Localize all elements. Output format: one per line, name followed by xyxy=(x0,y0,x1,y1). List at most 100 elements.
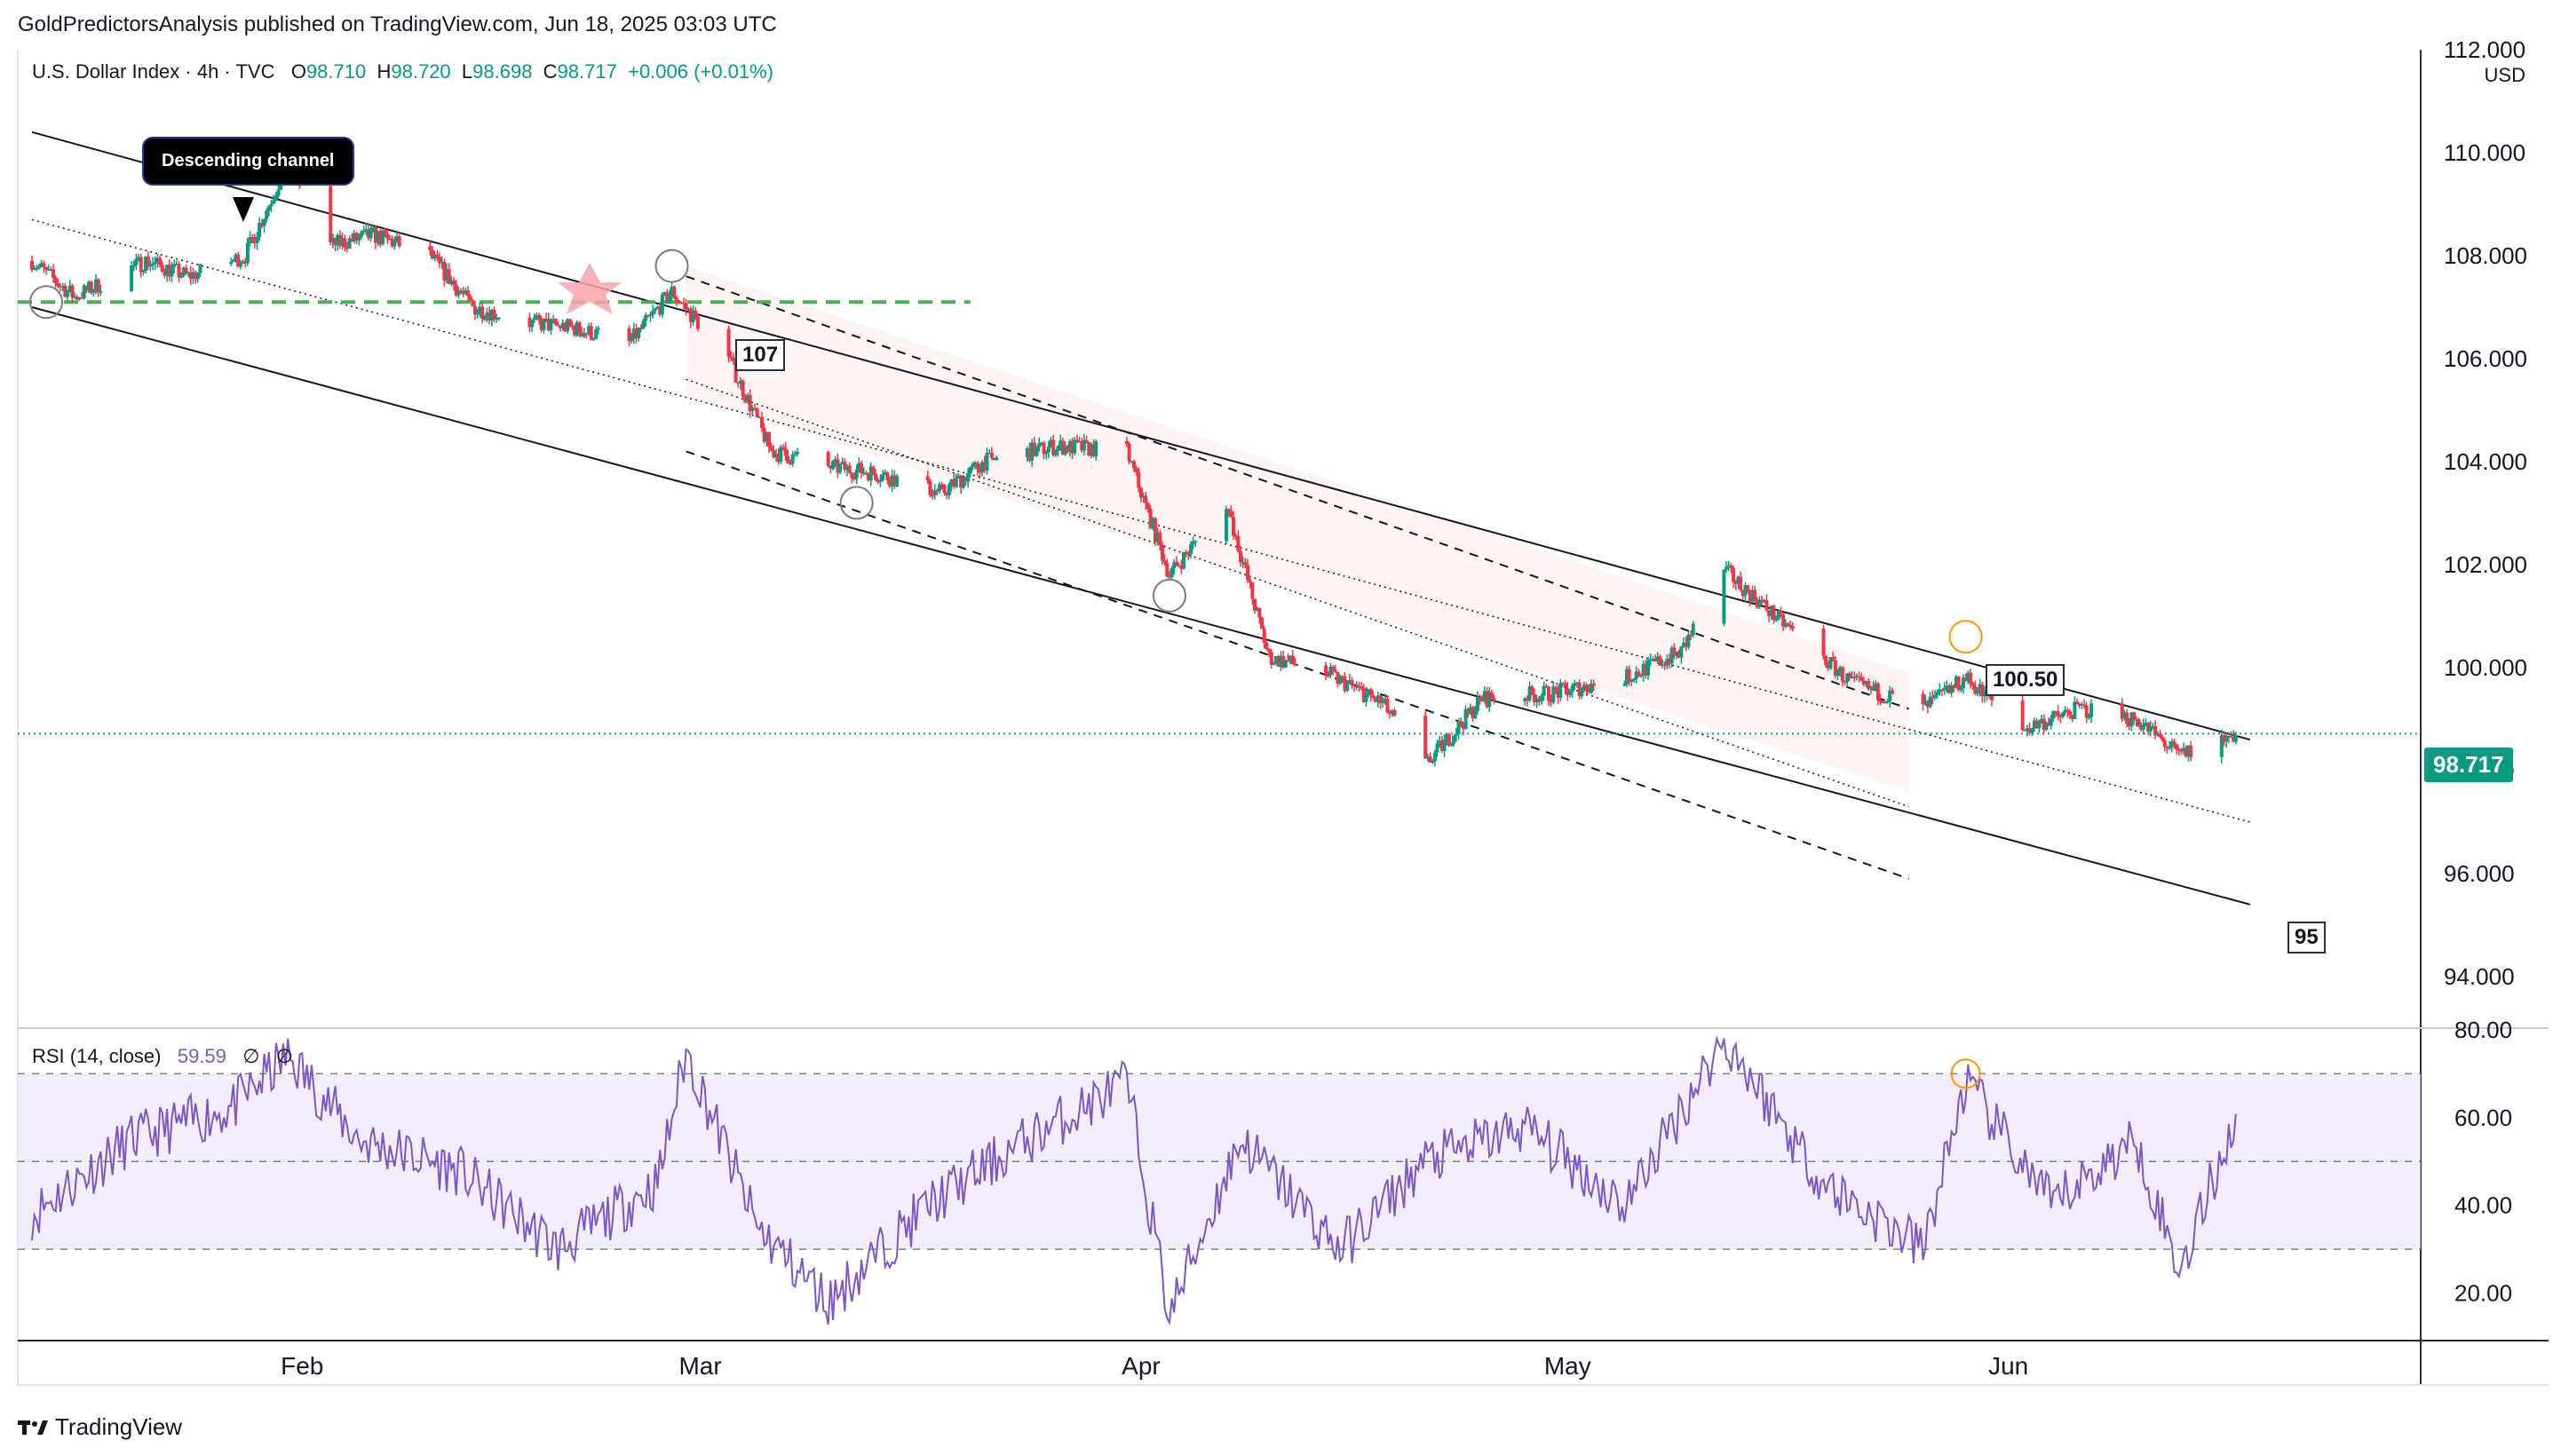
candle xyxy=(587,323,591,336)
candle xyxy=(1388,709,1392,719)
candle-body xyxy=(594,329,599,339)
candle-body xyxy=(380,230,385,245)
candle-body xyxy=(2087,716,2091,718)
candle-body xyxy=(1432,752,1437,762)
candle xyxy=(482,314,487,321)
candle-body xyxy=(779,447,783,463)
candle xyxy=(1487,686,1492,712)
candle xyxy=(925,470,930,484)
candle-body xyxy=(1574,682,1579,684)
candle-body xyxy=(1027,447,1032,461)
candle xyxy=(1492,694,1496,705)
candle xyxy=(229,257,234,266)
candle-body xyxy=(878,480,883,483)
candle-body xyxy=(46,269,51,271)
candle xyxy=(1845,673,1850,687)
level-label-100-50[interactable]: 100.50 xyxy=(1986,664,2065,696)
candle-body xyxy=(2027,728,2032,733)
candle xyxy=(694,306,698,320)
candle-body xyxy=(229,261,234,265)
candle xyxy=(1921,690,1925,711)
candle-body xyxy=(1755,600,1759,607)
candle-body xyxy=(1485,691,1489,708)
candle xyxy=(1471,706,1475,722)
candle xyxy=(1857,671,1861,683)
descending-channel-callout[interactable]: Descending channel xyxy=(142,137,354,186)
candle-body xyxy=(1130,461,1134,463)
candle xyxy=(371,224,376,233)
candle-body xyxy=(1454,733,1458,736)
candle-body xyxy=(1961,677,1965,689)
candle-body xyxy=(850,472,854,479)
candle-body xyxy=(262,218,266,226)
candle xyxy=(1928,692,1932,708)
candle-body xyxy=(482,318,487,320)
candle-body xyxy=(2175,744,2179,749)
candle-body xyxy=(658,306,662,315)
candle-body xyxy=(1928,696,1932,708)
candle-body xyxy=(868,466,873,481)
candle-body xyxy=(1226,509,1231,511)
candle xyxy=(49,266,53,272)
level-label-95[interactable]: 95 xyxy=(2287,922,2326,954)
candle-body xyxy=(1267,648,1272,653)
tradingview-brand[interactable]: TradingView xyxy=(18,1413,182,1441)
candle-body xyxy=(567,319,572,326)
candle xyxy=(1542,681,1546,701)
price-tick-8: 110.000 xyxy=(2444,139,2525,166)
candle-body xyxy=(1067,440,1072,452)
candle-body xyxy=(1746,585,1750,591)
candle-body xyxy=(194,272,198,280)
candle xyxy=(269,200,274,212)
candle xyxy=(1925,700,1930,714)
candle xyxy=(1226,508,1231,518)
candle xyxy=(2040,715,2044,724)
candle xyxy=(1385,694,1390,714)
candle xyxy=(1966,670,1970,684)
candle xyxy=(783,441,788,461)
currency-label[interactable]: USD xyxy=(2484,64,2525,86)
candle xyxy=(238,259,242,270)
candle-body xyxy=(1537,698,1542,702)
candle-body xyxy=(2233,735,2238,742)
candle xyxy=(1243,558,1248,568)
candle xyxy=(658,302,662,317)
candle-body xyxy=(333,237,337,246)
candle xyxy=(1932,689,1937,700)
candle-body xyxy=(1428,756,1432,763)
candle xyxy=(1027,442,1032,463)
candle xyxy=(141,269,146,276)
candle xyxy=(148,259,153,272)
candle-body xyxy=(553,319,558,325)
candle-body xyxy=(276,189,281,196)
candle-body xyxy=(60,285,65,288)
candle-body xyxy=(435,255,440,257)
candle-body xyxy=(139,257,143,273)
candle xyxy=(551,314,556,324)
candle-body xyxy=(1037,443,1042,447)
candle-body xyxy=(836,459,840,473)
level-label-107[interactable]: 107 xyxy=(735,339,786,371)
candle-body xyxy=(1677,651,1681,658)
candle xyxy=(1867,678,1871,692)
candle xyxy=(1089,442,1093,459)
candle-body xyxy=(188,272,193,280)
candle-body xyxy=(662,292,667,295)
candle-body xyxy=(1179,566,1184,569)
candle xyxy=(1945,680,1949,693)
candle-body xyxy=(1246,565,1250,581)
candle xyxy=(695,313,700,332)
candle-body xyxy=(1046,447,1051,453)
candle-body xyxy=(146,256,150,267)
candle-body xyxy=(630,338,634,342)
candle xyxy=(634,323,638,344)
candle-body xyxy=(883,472,887,475)
candle xyxy=(589,322,593,341)
candle xyxy=(431,246,435,260)
candle-body xyxy=(885,472,890,480)
candle xyxy=(1053,448,1058,457)
candle xyxy=(1762,598,1766,604)
candle xyxy=(1675,651,1679,660)
candle-body xyxy=(464,289,468,294)
